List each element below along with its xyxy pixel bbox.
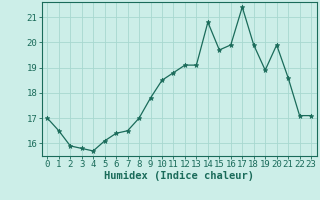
X-axis label: Humidex (Indice chaleur): Humidex (Indice chaleur): [104, 171, 254, 181]
